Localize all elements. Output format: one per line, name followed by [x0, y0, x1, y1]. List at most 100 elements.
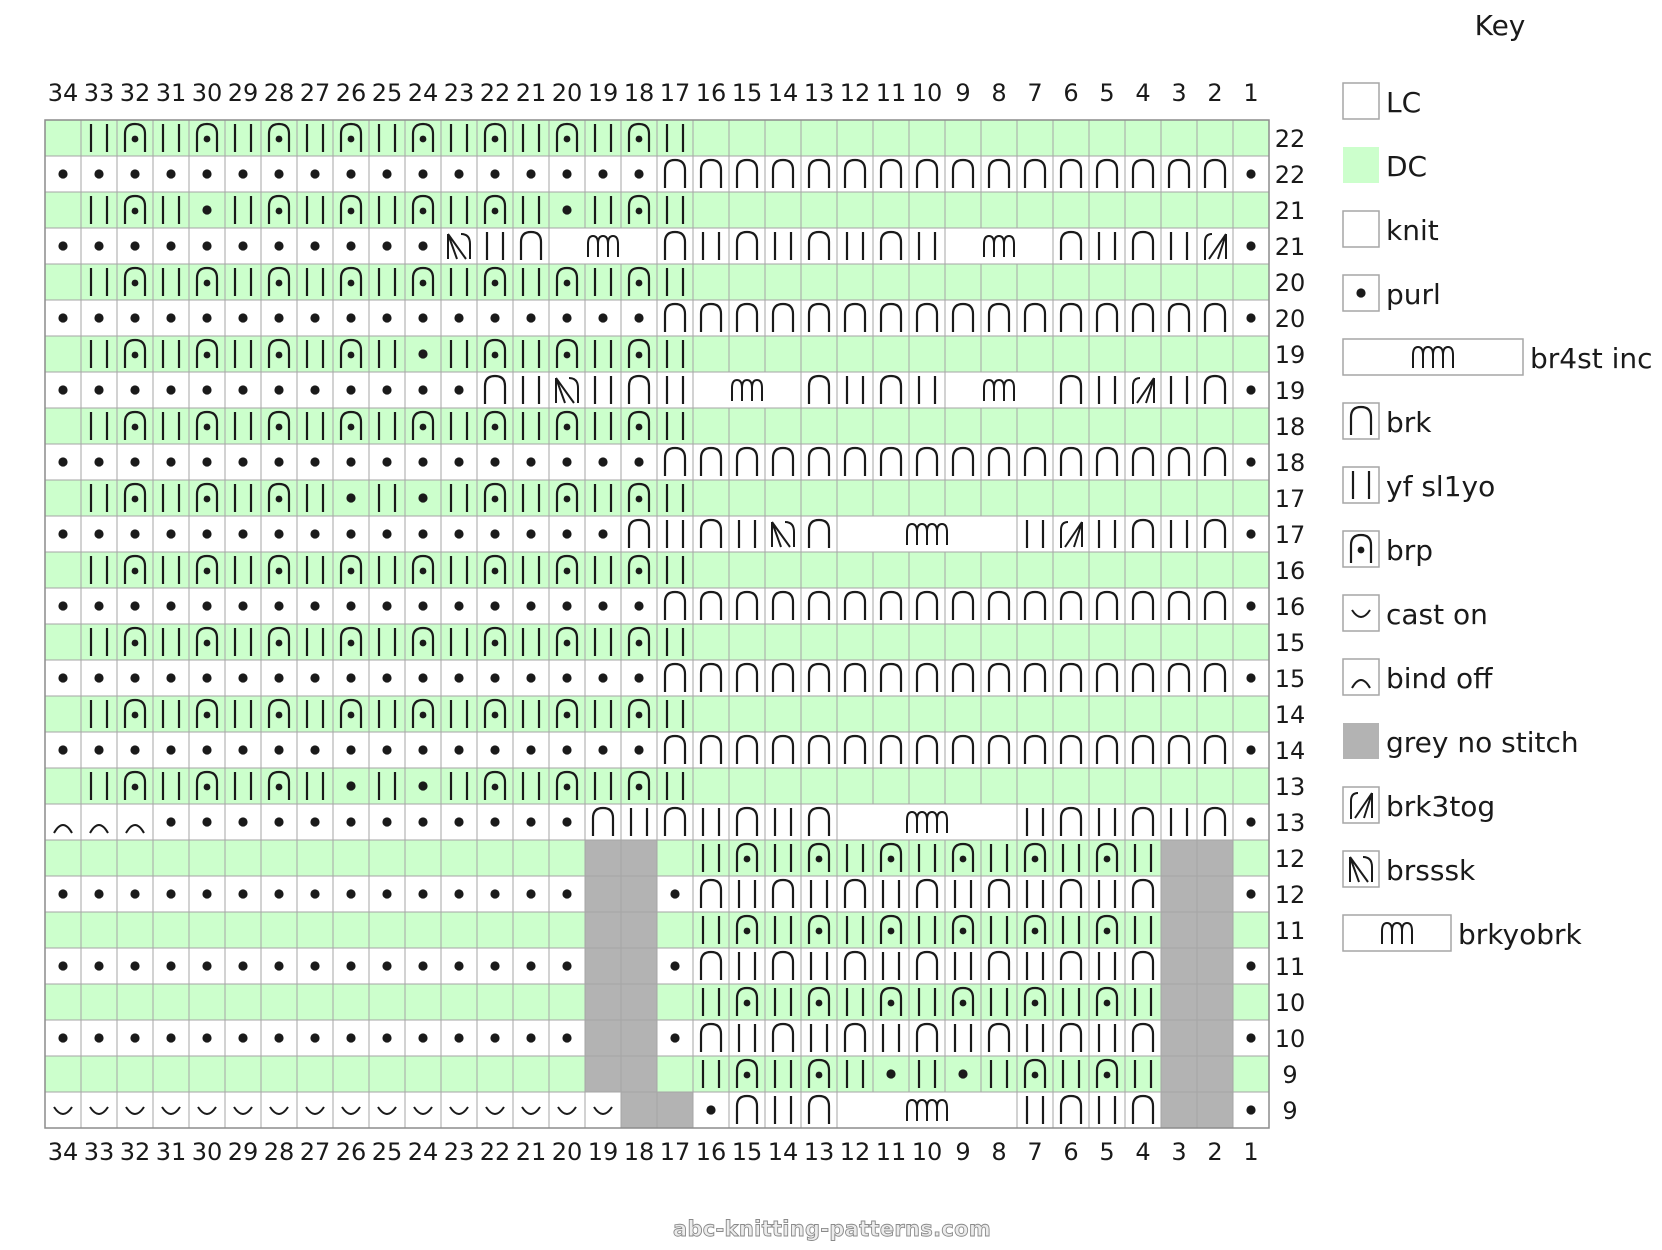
chart-cell [836, 371, 874, 409]
brk-symbol [699, 590, 723, 620]
brk-symbol [699, 878, 723, 908]
row-number: 9 [1282, 1061, 1297, 1089]
yf-sl1yo-symbol [161, 556, 181, 584]
purl-symbol [454, 817, 464, 827]
stitch-number: 27 [300, 79, 331, 107]
brk-symbol [735, 734, 759, 764]
chart-cell [1160, 263, 1198, 301]
purl-symbol [58, 169, 68, 179]
brp-symbol [123, 338, 147, 368]
chart-cell [836, 407, 874, 445]
chart-cell [692, 1019, 730, 1057]
chart-cell [656, 587, 694, 625]
purl-symbol [454, 961, 464, 971]
chart-cell [836, 191, 874, 229]
brp-symbol [1023, 986, 1047, 1016]
chart-cell [368, 983, 406, 1021]
purl-symbol [166, 313, 176, 323]
purl-symbol [526, 313, 536, 323]
brp-symbol [411, 194, 435, 224]
purl-symbol [382, 241, 392, 251]
purl-symbol [562, 457, 572, 467]
chart-cell [1052, 1019, 1090, 1057]
purl-symbol [94, 313, 104, 323]
brk-symbol [987, 158, 1011, 188]
chart-cell [44, 767, 82, 805]
chart-cell [692, 479, 730, 517]
brk-symbol [663, 806, 687, 836]
chart-cell [1124, 335, 1162, 373]
chart-cell [800, 803, 838, 841]
yf-sl1yo-symbol [233, 412, 253, 440]
brk-symbol [843, 878, 867, 908]
stitch-number: 32 [120, 1138, 151, 1166]
chart-cell [80, 479, 118, 517]
chart-cell [440, 479, 478, 517]
brk-symbol [663, 302, 687, 332]
key-label: yf sl1yo [1386, 470, 1495, 503]
brk-symbol [915, 1022, 939, 1052]
chart-cell [296, 623, 334, 661]
purl-symbol [526, 601, 536, 611]
chart-cell [620, 1019, 658, 1057]
chart-cell [692, 839, 730, 877]
chart-cell [296, 479, 334, 517]
chart-cell [116, 983, 154, 1021]
purl-symbol [382, 817, 392, 827]
purl-symbol [1246, 673, 1256, 683]
brp-symbol [555, 482, 579, 512]
chart-cell [1196, 191, 1234, 229]
purl-symbol [310, 961, 320, 971]
purl-symbol [418, 889, 428, 899]
br4st-inc-symbol [906, 1098, 948, 1121]
brp-symbol [267, 122, 291, 152]
chart-cell [872, 227, 910, 265]
row-number: 16 [1275, 593, 1306, 621]
chart-cell [656, 983, 694, 1021]
br4st-inc-symbol [906, 810, 948, 833]
brk-symbol [951, 662, 975, 692]
chart-cell [836, 1019, 874, 1057]
brk-symbol [1203, 518, 1227, 548]
chart-cell [1160, 119, 1198, 157]
brk-symbol [987, 878, 1011, 908]
chart-cell [836, 227, 874, 265]
yf-sl1yo-symbol [737, 952, 757, 980]
chart-cell [1124, 443, 1162, 481]
chart-cell [980, 299, 1018, 337]
chart-cell [728, 227, 766, 265]
chart-cell [1088, 731, 1126, 769]
chart-cell [296, 695, 334, 733]
brk-symbol [1167, 302, 1191, 332]
chart-cell [836, 479, 874, 517]
yf-sl1yo-symbol [233, 196, 253, 224]
chart-cell [116, 1091, 154, 1129]
brp-symbol [555, 626, 579, 656]
brk-symbol [1131, 446, 1155, 476]
yf-sl1yo-symbol [89, 124, 109, 152]
yf-sl1yo-symbol [1133, 844, 1153, 872]
purl-symbol [202, 961, 212, 971]
purl-symbol [418, 745, 428, 755]
purl-symbol [598, 313, 608, 323]
brk-symbol [843, 302, 867, 332]
yf-sl1yo-symbol [665, 628, 685, 656]
purl-symbol [202, 385, 212, 395]
chart-cell [440, 119, 478, 157]
brp-symbol [339, 338, 363, 368]
chart-cell [872, 407, 910, 445]
chart-cell [1160, 875, 1198, 913]
chart-cell [296, 551, 334, 589]
cast-on-symbol [233, 1106, 253, 1115]
purl-symbol [490, 601, 500, 611]
chart-symbols [53, 122, 1256, 1124]
chart-cell [1124, 515, 1162, 553]
brk-symbol [915, 734, 939, 764]
chart-cell [656, 803, 694, 841]
brk-symbol [699, 1022, 723, 1052]
chart-cell [1196, 803, 1234, 841]
chart-cell [656, 119, 694, 157]
yf-sl1yo-symbol [161, 484, 181, 512]
purl-symbol [166, 169, 176, 179]
purl-symbol [166, 889, 176, 899]
